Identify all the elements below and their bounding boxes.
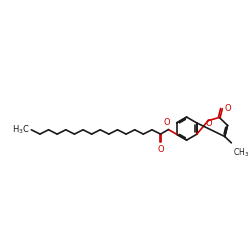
Text: O: O xyxy=(224,104,231,113)
Text: O: O xyxy=(157,145,164,154)
Text: H$_3$C: H$_3$C xyxy=(12,124,30,136)
Text: O: O xyxy=(164,118,170,127)
Text: O: O xyxy=(206,120,212,128)
Text: CH$_3$: CH$_3$ xyxy=(232,147,249,159)
